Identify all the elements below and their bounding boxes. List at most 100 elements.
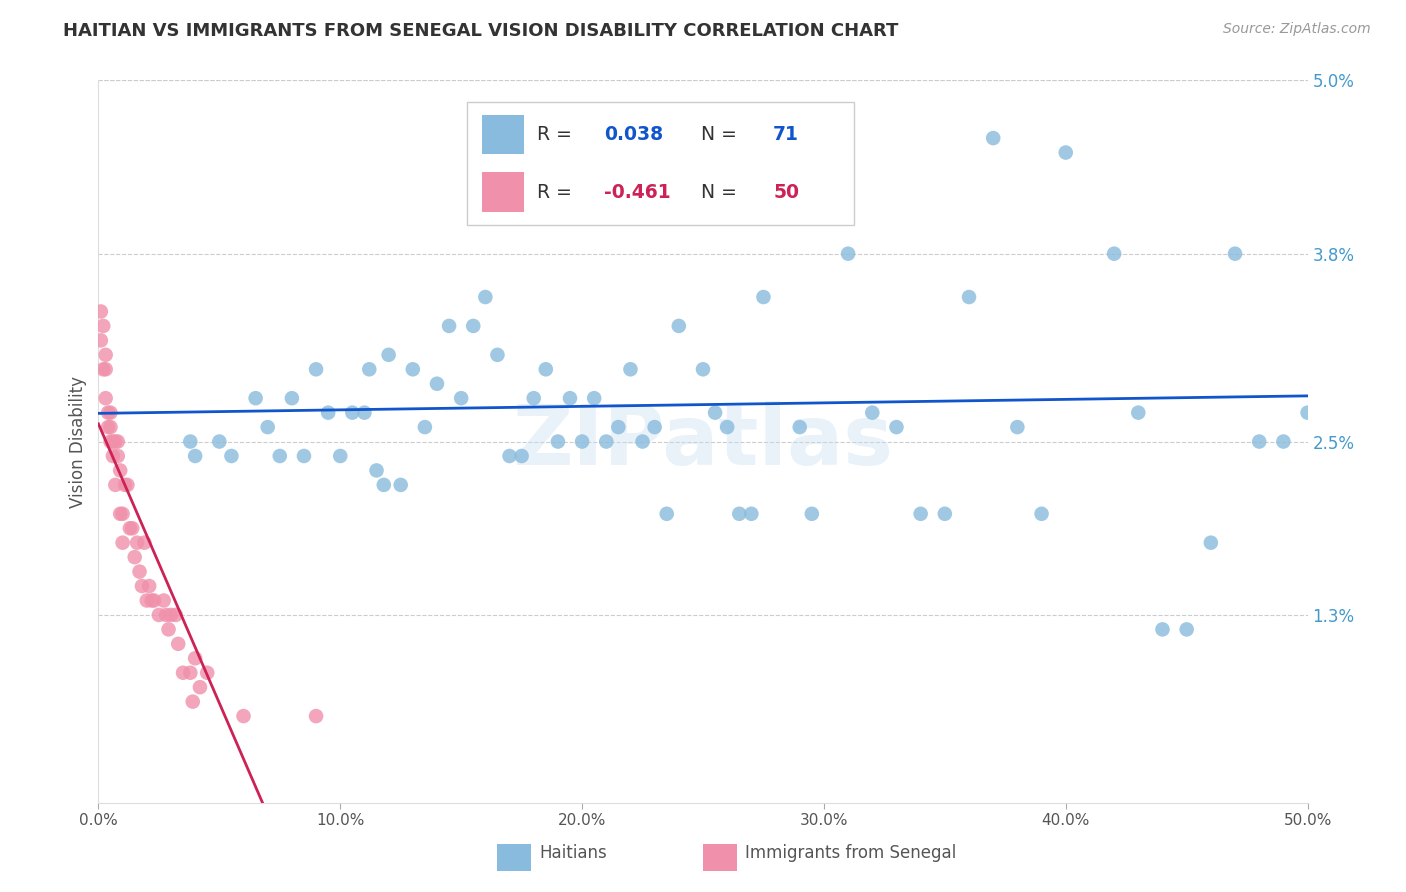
Point <box>655 507 678 521</box>
Point <box>426 376 449 391</box>
FancyBboxPatch shape <box>467 102 855 225</box>
Point <box>765 131 787 145</box>
Point <box>981 131 1004 145</box>
Text: HAITIAN VS IMMIGRANTS FROM SENEGAL VISION DISABILITY CORRELATION CHART: HAITIAN VS IMMIGRANTS FROM SENEGAL VISIO… <box>63 22 898 40</box>
Y-axis label: Vision Disability: Vision Disability <box>69 376 87 508</box>
Point <box>118 521 141 535</box>
Point <box>510 449 533 463</box>
Point <box>316 406 339 420</box>
Point <box>188 680 211 694</box>
Point <box>305 362 328 376</box>
Point <box>148 607 170 622</box>
Point <box>377 348 399 362</box>
Point <box>179 665 201 680</box>
Text: N =: N = <box>700 125 742 144</box>
Point <box>100 406 122 420</box>
Point <box>127 535 149 549</box>
Point <box>607 420 630 434</box>
Point <box>97 420 120 434</box>
Point <box>245 391 267 405</box>
Point <box>413 420 436 434</box>
Point <box>740 507 762 521</box>
Point <box>269 449 291 463</box>
Point <box>143 593 166 607</box>
Point <box>94 391 117 405</box>
Point <box>728 507 751 521</box>
Point <box>1007 420 1029 434</box>
Point <box>208 434 231 449</box>
Point <box>389 478 412 492</box>
Point <box>157 623 180 637</box>
Point <box>281 391 304 405</box>
Point <box>114 478 136 492</box>
Point <box>752 290 775 304</box>
Point <box>583 391 606 405</box>
Point <box>90 334 112 348</box>
Point <box>668 318 690 333</box>
Text: N =: N = <box>700 183 742 202</box>
Point <box>789 420 811 434</box>
Text: Immigrants from Senegal: Immigrants from Senegal <box>745 845 956 863</box>
Text: 0.038: 0.038 <box>603 125 664 144</box>
Bar <box>498 844 531 871</box>
Point <box>1199 535 1222 549</box>
Text: 71: 71 <box>773 125 799 144</box>
Point <box>195 665 218 680</box>
Point <box>571 434 593 449</box>
Point <box>165 607 187 622</box>
Point <box>184 449 207 463</box>
Point <box>547 434 569 449</box>
Point <box>111 507 134 521</box>
Bar <box>482 172 524 212</box>
Point <box>366 463 388 477</box>
Point <box>957 290 980 304</box>
Point <box>1102 246 1125 260</box>
Point <box>1223 246 1246 260</box>
Point <box>813 145 835 160</box>
Point <box>94 362 117 376</box>
Point <box>135 593 157 607</box>
Point <box>104 478 127 492</box>
Point <box>1054 145 1077 160</box>
Point <box>644 420 666 434</box>
Point <box>108 463 131 477</box>
Text: ZIPatlas: ZIPatlas <box>513 401 893 482</box>
Point <box>1296 406 1319 420</box>
Point <box>498 449 520 463</box>
Point <box>558 391 581 405</box>
Point <box>486 348 509 362</box>
Point <box>256 420 278 434</box>
Point <box>94 348 117 362</box>
Point <box>305 709 328 723</box>
Point <box>450 391 472 405</box>
Point <box>90 304 112 318</box>
Point <box>111 535 134 549</box>
Point <box>934 507 956 521</box>
Point <box>716 420 738 434</box>
Point <box>221 449 243 463</box>
Point <box>704 406 727 420</box>
Point <box>329 449 352 463</box>
Point <box>1175 623 1198 637</box>
Point <box>138 579 160 593</box>
Point <box>523 391 546 405</box>
Point <box>1128 406 1150 420</box>
Point <box>91 318 114 333</box>
Text: Haitians: Haitians <box>540 845 607 863</box>
Point <box>402 362 425 376</box>
Text: 50: 50 <box>773 183 799 202</box>
Point <box>359 362 381 376</box>
Point <box>155 607 177 622</box>
Point <box>101 449 124 463</box>
Point <box>131 579 153 593</box>
Point <box>692 362 714 376</box>
Point <box>124 550 146 565</box>
Point <box>108 507 131 521</box>
Point <box>1152 623 1174 637</box>
Point <box>172 665 194 680</box>
Point <box>101 434 124 449</box>
Point <box>619 362 641 376</box>
Point <box>463 318 485 333</box>
Point <box>474 290 496 304</box>
Point <box>134 535 156 549</box>
